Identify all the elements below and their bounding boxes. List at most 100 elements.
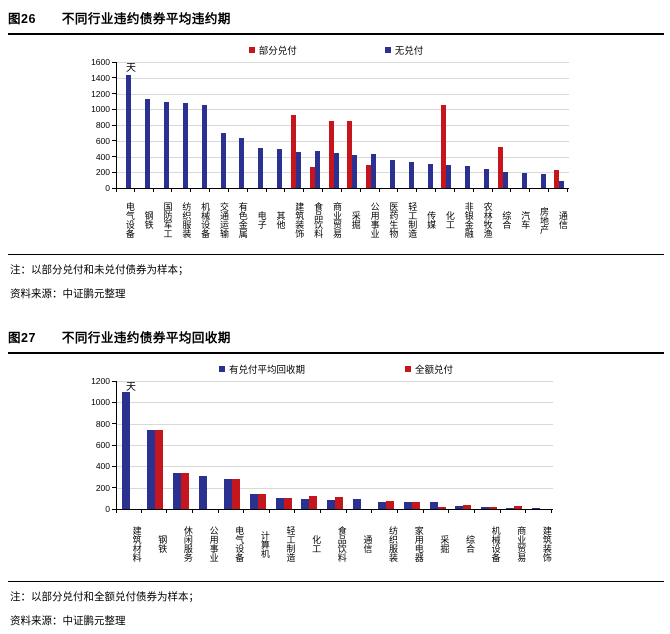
x-axis-tick <box>455 189 474 192</box>
chart-27: 有兑付平均回收期 全额兑付 0 200 400 600 800 1000 1200 天建筑材料 钢铁… <box>8 363 664 573</box>
legend-item: 无兑付 <box>384 43 423 57</box>
bar <box>403 502 412 509</box>
bars-layer <box>117 381 553 509</box>
bar-slot <box>155 381 164 509</box>
category-bar-group <box>136 62 155 188</box>
category-bar-group <box>373 381 399 509</box>
x-axis-tick <box>380 189 399 192</box>
bar-slot <box>540 62 546 188</box>
figure-26-note: 注：以部分兑付和未兑付债券为样本； <box>10 264 189 276</box>
bar <box>147 430 156 509</box>
bar-slot <box>334 381 343 509</box>
chart-row: 0 200 400 600 800 1000 1200 天 <box>86 376 664 514</box>
x-axis-tick <box>135 189 154 192</box>
bar <box>277 149 283 188</box>
bar-slot <box>465 62 471 188</box>
gridline <box>117 140 569 142</box>
x-axis-tick <box>511 189 531 192</box>
legend-label: 部分兑付 <box>258 46 297 57</box>
y-axis: 0 200 400 600 800 1000 1200 1400 1600 <box>86 57 116 193</box>
bar <box>182 103 188 188</box>
bar <box>309 496 318 509</box>
bar-slot <box>250 381 259 509</box>
x-axis-tick <box>191 189 211 192</box>
bar <box>275 497 284 509</box>
bar <box>378 501 387 509</box>
y-axis-tick <box>112 93 116 94</box>
bar <box>220 132 226 188</box>
bars-layer <box>117 62 569 188</box>
x-axis-tick <box>530 189 550 192</box>
chart-plot-area: 0 200 400 600 800 1000 1200 天建筑材料 钢铁 休闲服务 公用事业 电气设备… <box>86 376 664 573</box>
bar <box>502 171 508 188</box>
bar-slot <box>275 381 284 509</box>
category-bar-group <box>475 62 494 188</box>
category-label: 纺织服装 <box>181 202 192 238</box>
legend: 有兑付平均回收期 全额兑付 <box>8 362 664 376</box>
category-bar-group <box>220 381 246 509</box>
category-label: 公用事业 <box>369 202 380 238</box>
y-axis-tick <box>112 140 116 142</box>
bar <box>224 478 233 509</box>
bar <box>201 105 207 188</box>
bar-slot <box>258 62 264 188</box>
y-axis-tick-label: 600 <box>95 135 110 146</box>
category-bar-group <box>173 62 192 188</box>
bar-slot <box>429 381 438 509</box>
bar-slot <box>441 62 447 188</box>
category-label: 纺织服装 <box>388 526 399 562</box>
x-axis-tick <box>142 510 168 513</box>
bar-slot <box>371 62 377 188</box>
category-label: 食品饮料 <box>313 202 324 238</box>
category-label: 钢铁 <box>157 535 168 553</box>
bar-slot <box>540 381 548 509</box>
bar-slot <box>239 62 245 188</box>
category-bar-group <box>512 62 531 188</box>
category-label: 采掘 <box>439 535 450 553</box>
bar <box>480 507 489 509</box>
figure-26: 图26 不同行业违约债券平均违约期 部分兑付 无兑付 0 200 400 600 800 100… <box>8 8 664 301</box>
category-label: 家用电器 <box>413 526 424 562</box>
y-axis-tick-label: 800 <box>95 418 110 429</box>
bar-slot <box>427 62 433 188</box>
bar <box>173 473 182 509</box>
gridline <box>117 445 553 446</box>
category-label: 食品饮料 <box>336 526 347 562</box>
bar <box>411 502 420 509</box>
x-axis-tick <box>347 510 373 513</box>
bar-slot <box>446 62 452 188</box>
bar <box>314 151 320 188</box>
x-axis-tick <box>229 189 248 192</box>
bar-slot <box>386 381 395 509</box>
category-bar-group <box>245 381 271 509</box>
category-label: 通信 <box>557 211 568 229</box>
bar-slot <box>497 62 503 188</box>
gridline <box>117 402 553 404</box>
bar-slot <box>301 381 310 509</box>
y-axis-tick-label: 800 <box>95 120 110 130</box>
bar-slot <box>352 381 361 509</box>
bar <box>463 504 472 509</box>
x-axis-tick <box>342 189 361 192</box>
gridline <box>117 156 569 158</box>
legend-item: 全额兑付 <box>405 362 453 376</box>
category-bar-group <box>502 381 528 509</box>
category-label: 综合 <box>464 535 475 553</box>
category-label: 农林牧渔 <box>482 202 493 238</box>
y-axis-tick-label: 1200 <box>91 88 110 99</box>
category-label: 房地产 <box>539 206 550 234</box>
bar <box>437 507 446 509</box>
y-axis-tick <box>112 465 116 467</box>
category-bar-group <box>211 62 230 188</box>
bar-slot <box>521 62 527 188</box>
category-label: 电气设备 <box>234 526 245 562</box>
bar <box>295 151 301 188</box>
bar-slot <box>198 381 207 509</box>
divider <box>8 254 664 255</box>
divider <box>8 581 664 582</box>
figure-27: 图27 不同行业违约债券平均回收期 有兑付平均回收期 全额兑付 0 200 400 600 8… <box>8 327 664 628</box>
bar-slot <box>333 62 339 188</box>
bar <box>408 162 414 188</box>
bar <box>484 169 490 188</box>
